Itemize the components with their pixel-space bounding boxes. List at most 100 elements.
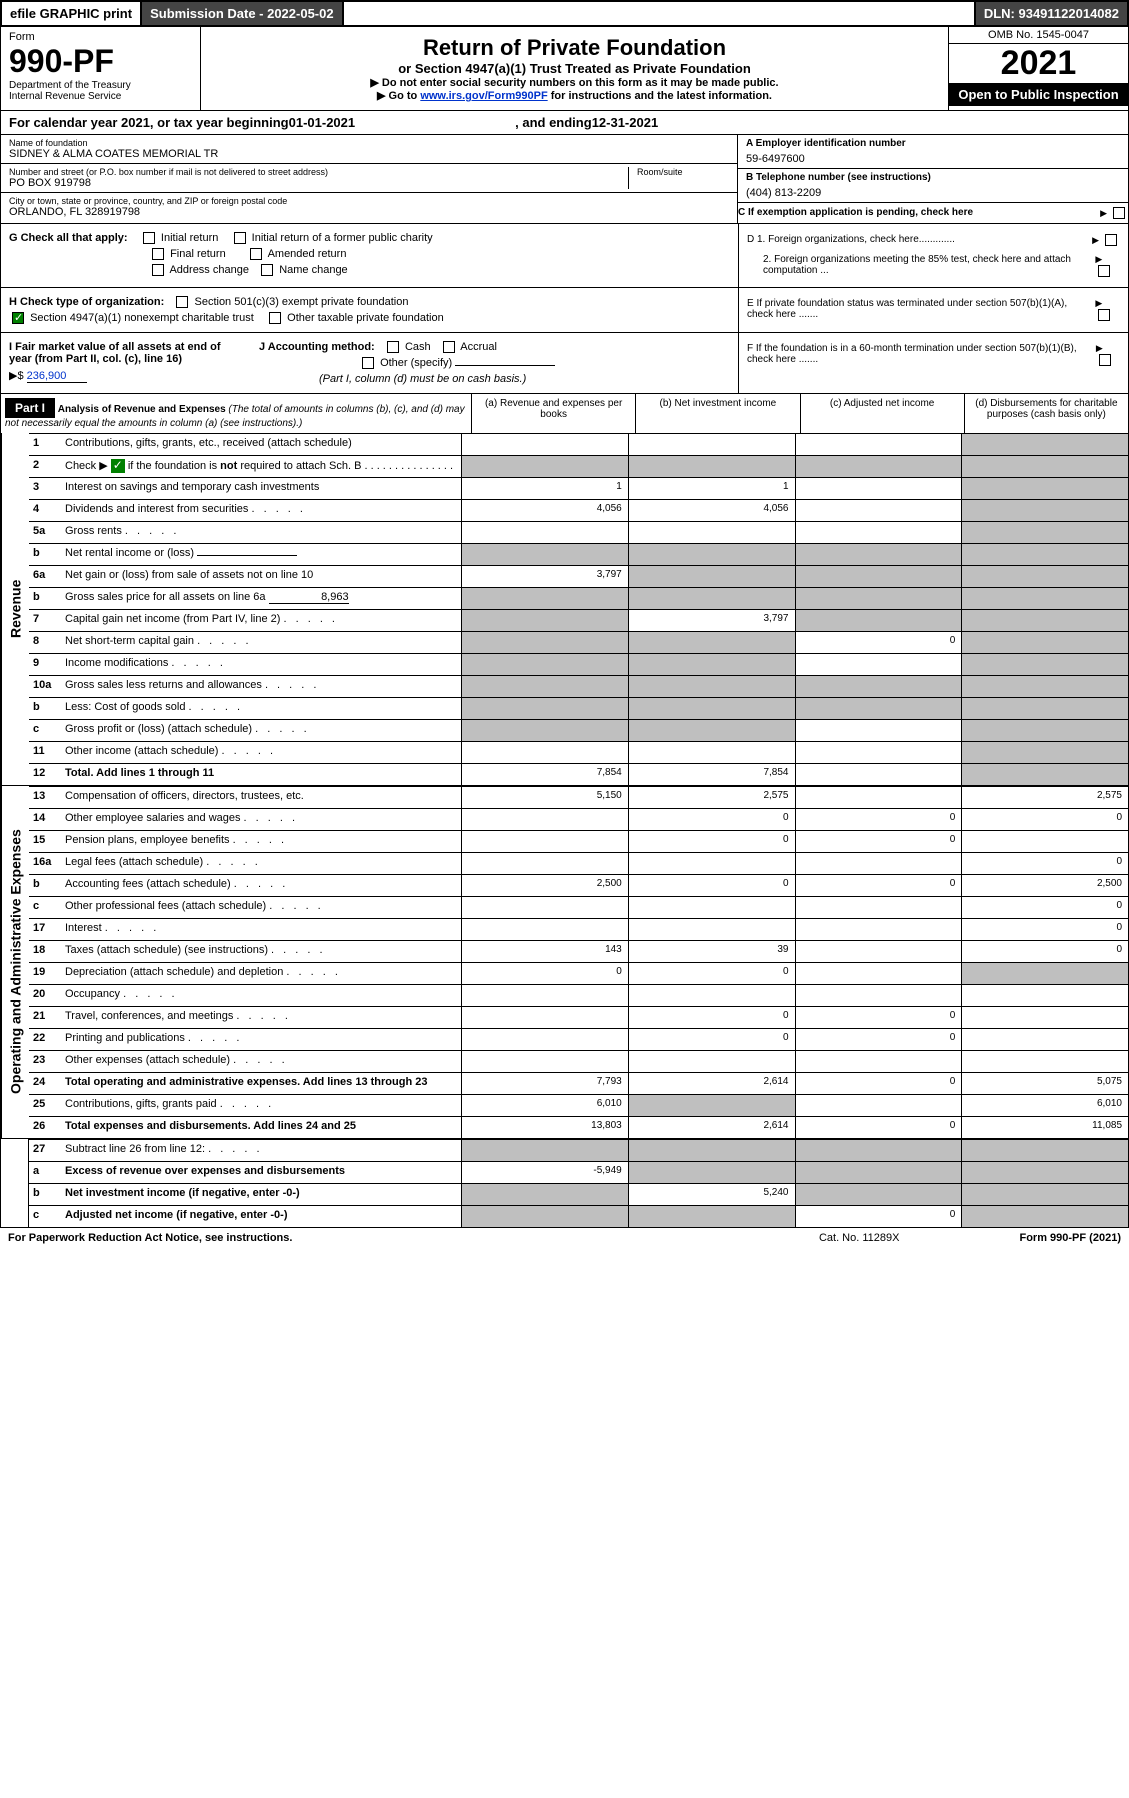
i-value: 236,900: [27, 370, 87, 383]
amount-cell-a: 7,793: [461, 1073, 628, 1094]
j-cash-checkbox[interactable]: [387, 341, 399, 353]
d1-checkbox[interactable]: [1105, 234, 1117, 246]
table-row: 21Travel, conferences, and meetings . . …: [29, 1006, 1128, 1028]
amount-cell-d: 0: [961, 809, 1128, 830]
line-description: Gross profit or (loss) (attach schedule)…: [61, 720, 461, 741]
line-description: Taxes (attach schedule) (see instruction…: [61, 941, 461, 962]
amount-cell-b: 0: [628, 831, 795, 852]
amount-cell-b: 7,854: [628, 764, 795, 785]
amount-cell-b: [628, 588, 795, 609]
amount-cell-c: 0: [795, 875, 962, 896]
header-left: Form 990-PF Department of the Treasury I…: [1, 27, 201, 110]
table-row: 10aGross sales less returns and allowanc…: [29, 675, 1128, 697]
instr2-prefix: ▶ Go to: [377, 90, 420, 102]
foundation-name: SIDNEY & ALMA COATES MEMORIAL TR: [9, 148, 729, 160]
c-label: C If exemption application is pending, c…: [738, 207, 973, 218]
line-description: Less: Cost of goods sold . . . . .: [61, 698, 461, 719]
e-checkbox[interactable]: [1098, 309, 1110, 321]
amount-cell-c: [795, 963, 962, 984]
j-other-checkbox[interactable]: [362, 357, 374, 369]
expenses-table: Operating and Administrative Expenses 13…: [1, 785, 1128, 1138]
amount-cell-a: [461, 456, 628, 477]
e-label: E If private foundation status was termi…: [747, 298, 1095, 320]
amount-cell-a: [461, 742, 628, 763]
table-row: 6aNet gain or (loss) from sale of assets…: [29, 565, 1128, 587]
h3-checkbox[interactable]: [269, 312, 281, 324]
amount-cell-b: 4,056: [628, 500, 795, 521]
part1-desc-header: Part I Analysis of Revenue and Expenses …: [1, 394, 471, 433]
table-row: bNet rental income or (loss): [29, 543, 1128, 565]
instr-1: ▶ Do not enter social security numbers o…: [209, 76, 940, 89]
amount-cell-d: [961, 544, 1128, 565]
amount-cell-a: [461, 720, 628, 741]
amount-cell-d: [961, 522, 1128, 543]
h1-checkbox[interactable]: [176, 296, 188, 308]
line-description: Contributions, gifts, grants paid . . . …: [61, 1095, 461, 1116]
amount-cell-d: 2,575: [961, 787, 1128, 808]
g-amended-checkbox[interactable]: [250, 248, 262, 260]
amount-cell-b: [628, 1140, 795, 1161]
amount-cell-d: [961, 1162, 1128, 1183]
g-final-checkbox[interactable]: [152, 248, 164, 260]
c-checkbox[interactable]: [1113, 207, 1125, 219]
d2-label: 2. Foreign organizations meeting the 85%…: [747, 254, 1095, 276]
line-description: Capital gain net income (from Part IV, l…: [61, 610, 461, 631]
d1-label: D 1. Foreign organizations, check here..…: [747, 234, 955, 245]
f-label: F If the foundation is in a 60-month ter…: [747, 343, 1096, 365]
g-name-checkbox[interactable]: [261, 264, 273, 276]
amount-cell-b: [628, 434, 795, 455]
amount-cell-c: [795, 676, 962, 697]
amount-cell-b: [628, 566, 795, 587]
amount-cell-c: [795, 1184, 962, 1205]
footer-left: For Paperwork Reduction Act Notice, see …: [8, 1232, 292, 1244]
room-label: Room/suite: [637, 167, 729, 177]
amount-cell-a: 3,797: [461, 566, 628, 587]
amount-cell-b: [628, 632, 795, 653]
amount-cell-c: 0: [795, 1029, 962, 1050]
top-bar: efile GRAPHIC print Submission Date - 20…: [0, 0, 1129, 27]
table-row: 14Other employee salaries and wages . . …: [29, 808, 1128, 830]
amount-cell-b: 2,614: [628, 1073, 795, 1094]
h-row-1: H Check type of organization: Section 50…: [9, 294, 730, 310]
section-h: H Check type of organization: Section 50…: [0, 288, 1129, 333]
f-checkbox[interactable]: [1099, 354, 1111, 366]
j-accrual-checkbox[interactable]: [443, 341, 455, 353]
table-row: 3Interest on savings and temporary cash …: [29, 477, 1128, 499]
line-number: 3: [29, 478, 61, 499]
h2-checkbox[interactable]: [12, 312, 24, 324]
amount-cell-b: [628, 544, 795, 565]
amount-cell-a: [461, 632, 628, 653]
amount-cell-a: 13,803: [461, 1117, 628, 1138]
amount-cell-b: [628, 676, 795, 697]
table-row: 25Contributions, gifts, grants paid . . …: [29, 1094, 1128, 1116]
table-row: 12Total. Add lines 1 through 117,8547,85…: [29, 763, 1128, 785]
amount-cell-a: [461, 919, 628, 940]
line-description: Interest . . . . .: [61, 919, 461, 940]
d2-checkbox[interactable]: [1098, 265, 1110, 277]
form-title: Return of Private Foundation: [209, 35, 940, 61]
table-row: 9Income modifications . . . . .: [29, 653, 1128, 675]
amount-cell-a: [461, 588, 628, 609]
g-opt-3: Amended return: [268, 248, 347, 260]
g-address-checkbox[interactable]: [152, 264, 164, 276]
line-description: Legal fees (attach schedule) . . . . .: [61, 853, 461, 874]
calendar-year-row: For calendar year 2021, or tax year begi…: [0, 111, 1129, 135]
line-number: 27: [29, 1140, 61, 1161]
line-number: 15: [29, 831, 61, 852]
amount-cell-b: [628, 456, 795, 477]
ein-value: 59-6497600: [746, 149, 1120, 165]
table-row: 27Subtract line 26 from line 12: . . . .…: [29, 1139, 1128, 1161]
g-initial-checkbox[interactable]: [143, 232, 155, 244]
table-row: cOther professional fees (attach schedul…: [29, 896, 1128, 918]
amount-cell-b: 1: [628, 478, 795, 499]
table-row: cAdjusted net income (if negative, enter…: [29, 1205, 1128, 1227]
header-center: Return of Private Foundation or Section …: [201, 27, 948, 110]
line-description: Net short-term capital gain . . . . .: [61, 632, 461, 653]
j-cash: Cash: [405, 341, 431, 353]
line-number: 4: [29, 500, 61, 521]
line-description: Printing and publications . . . . .: [61, 1029, 461, 1050]
irs-link[interactable]: www.irs.gov/Form990PF: [420, 90, 547, 102]
g-initial-former-checkbox[interactable]: [234, 232, 246, 244]
arrow-icon: [1100, 208, 1110, 219]
amount-cell-b: 39: [628, 941, 795, 962]
